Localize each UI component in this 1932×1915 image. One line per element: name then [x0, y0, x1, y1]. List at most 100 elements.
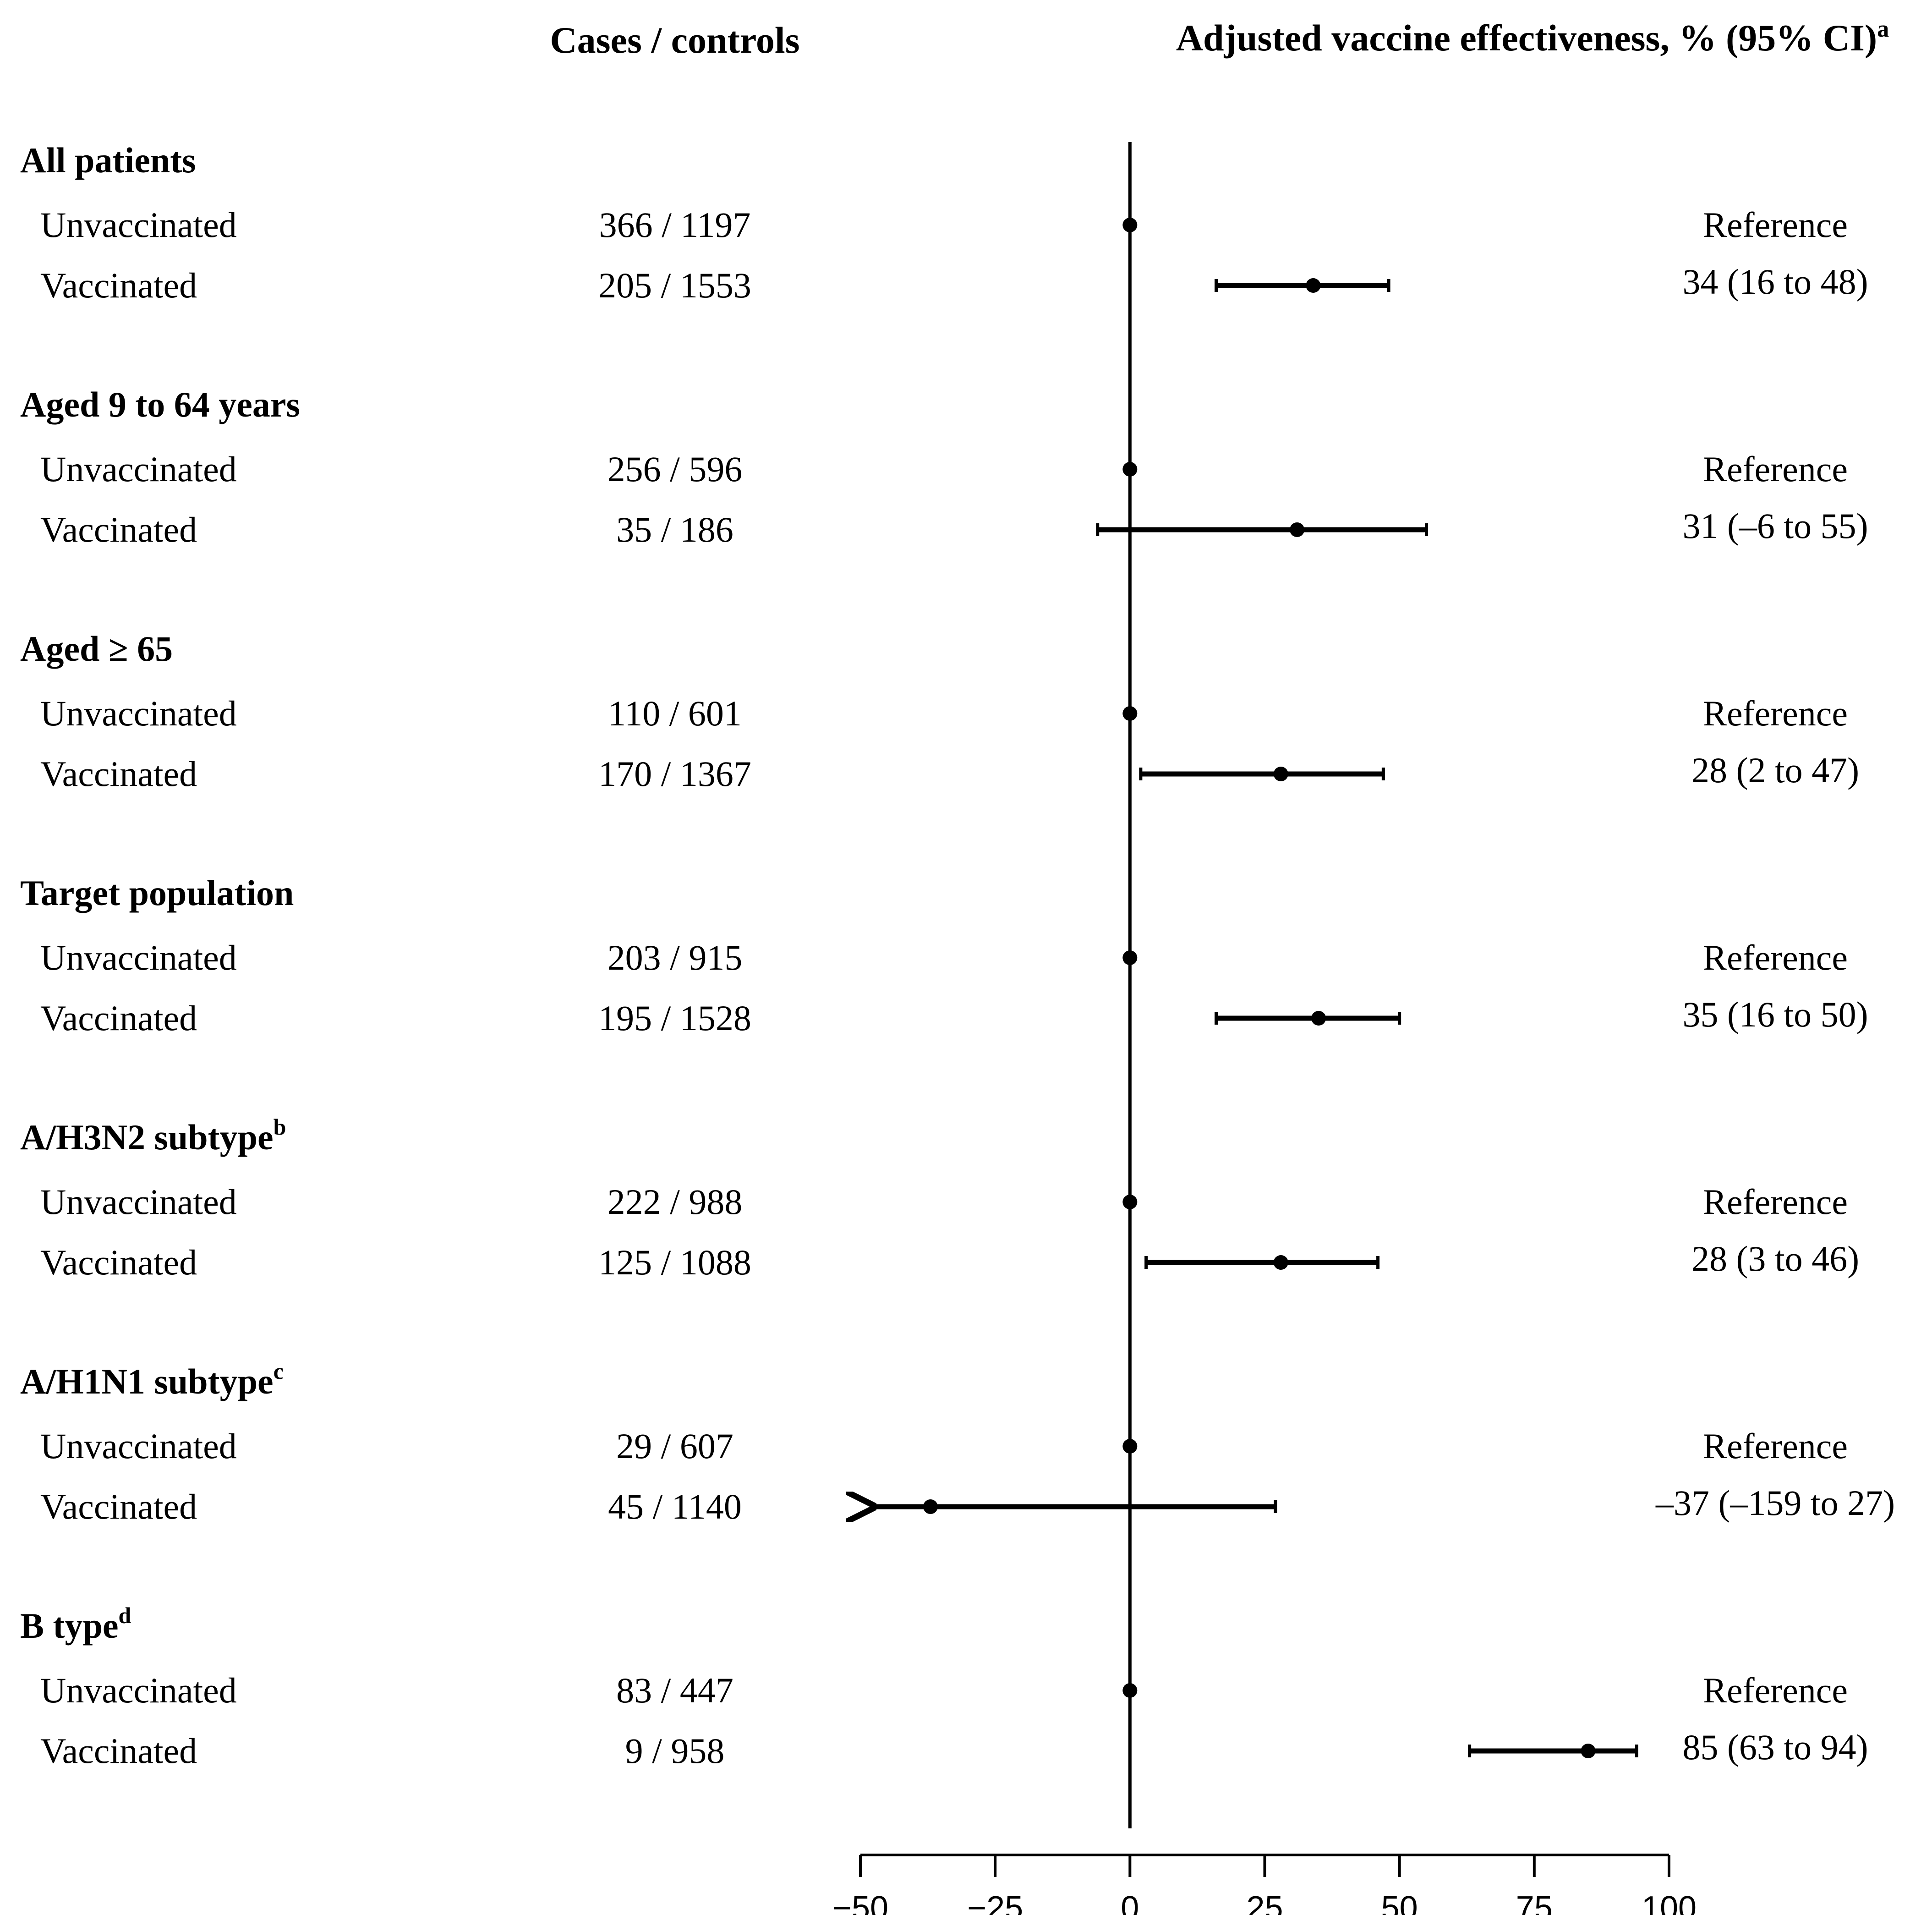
- effectiveness-value: Reference: [1703, 938, 1848, 977]
- cases-controls-value: 29 / 607: [616, 1426, 733, 1466]
- x-tick-label: 25: [1246, 1890, 1283, 1915]
- cases-controls-value: 125 / 1088: [598, 1242, 751, 1282]
- row-label: Vaccinated: [40, 1242, 197, 1282]
- effectiveness-value: Reference: [1703, 205, 1848, 245]
- row-label: Unvaccinated: [40, 1182, 237, 1222]
- counts-column-header: Cases / controls: [550, 19, 799, 61]
- subgroup: A/H1N1 subtypec Unvaccinated 29 / 607 Refer…: [20, 1358, 1895, 1526]
- point-estimate: [1122, 462, 1138, 477]
- forest-row: Unvaccinated 83 / 447 Reference: [40, 1670, 1848, 1710]
- subgroup-title-text: Aged ≥ 65: [20, 629, 173, 669]
- point-estimate: [1311, 1011, 1326, 1026]
- point-estimate: [1122, 218, 1138, 232]
- subgroup-title-text: Target population: [20, 873, 294, 913]
- point-estimate: [923, 1499, 938, 1514]
- point-estimate: [1273, 767, 1288, 781]
- point-estimate: [1290, 522, 1305, 537]
- forest-row: Unvaccinated 110 / 601 Reference: [40, 693, 1848, 733]
- subgroup-title: A/H1N1 subtypec: [20, 1358, 284, 1401]
- row-label: Vaccinated: [40, 998, 197, 1038]
- point-estimate: [1122, 950, 1138, 965]
- effect-header-text: Adjusted vaccine effectiveness, % (95% C…: [1176, 17, 1877, 59]
- subgroup-title-superscript: b: [274, 1114, 286, 1140]
- x-tick-label: −50: [832, 1890, 888, 1915]
- row-label: Unvaccinated: [40, 449, 237, 489]
- subgroup-title: A/H3N2 subtypeb: [20, 1114, 286, 1157]
- subgroup: All patients Unvaccinated 366 / 1197 Refere…: [20, 140, 1868, 305]
- effectiveness-value: Reference: [1703, 1182, 1848, 1222]
- subgroup: B typed Unvaccinated 83 / 447 Reference Vacc…: [20, 1602, 1868, 1771]
- forest-row: Unvaccinated 29 / 607 Reference: [40, 1426, 1848, 1466]
- forest-row: Vaccinated 195 / 1528 35 (16 to 50): [40, 994, 1868, 1038]
- x-axis: −50 −25 0 25 50 75 100: [832, 1854, 1697, 1915]
- row-label: Vaccinated: [40, 1487, 197, 1526]
- effectiveness-value: Reference: [1703, 693, 1848, 733]
- cases-controls-value: 366 / 1197: [599, 205, 751, 245]
- effectiveness-value: Reference: [1703, 449, 1848, 489]
- row-label: Unvaccinated: [40, 205, 237, 245]
- subgroup-title-text: A/H1N1 subtype: [20, 1361, 274, 1401]
- cases-controls-value: 203 / 915: [608, 938, 743, 977]
- effectiveness-value: Reference: [1703, 1670, 1848, 1710]
- subgroup-title-text: A/H3N2 subtype: [20, 1117, 274, 1157]
- forest-row: Vaccinated 170 / 1367 28 (2 to 47): [40, 750, 1859, 794]
- row-label: Unvaccinated: [40, 693, 237, 733]
- point-estimate: [1122, 1683, 1138, 1698]
- subgroup: Target population Unvaccinated 203 / 915 Re…: [20, 873, 1868, 1038]
- row-label: Unvaccinated: [40, 1670, 237, 1710]
- row-label: Unvaccinated: [40, 938, 237, 977]
- forest-row: Vaccinated 205 / 1553 34 (16 to 48): [40, 262, 1868, 305]
- subgroup-title-text: All patients: [20, 140, 196, 180]
- forest-row: Vaccinated 35 / 186 31 (–6 to 55): [40, 506, 1868, 549]
- subgroup-title: B typed: [20, 1602, 131, 1646]
- forest-rows: All patients Unvaccinated 366 / 1197 Refere…: [20, 140, 1895, 1771]
- x-tick-label: 50: [1381, 1890, 1418, 1915]
- cases-controls-value: 256 / 596: [608, 449, 743, 489]
- point-estimate: [1122, 706, 1138, 721]
- point-estimate: [1122, 1439, 1138, 1454]
- subgroup-title-superscript: d: [119, 1602, 131, 1628]
- subgroup: Aged ≥ 65 Unvaccinated 110 / 601 Reference V…: [20, 629, 1859, 794]
- effectiveness-value: Reference: [1703, 1426, 1848, 1466]
- x-tick-label: 0: [1121, 1890, 1139, 1915]
- row-label: Vaccinated: [40, 754, 197, 794]
- forest-row: Unvaccinated 256 / 596 Reference: [40, 449, 1848, 489]
- subgroup-title: Aged ≥ 65: [20, 629, 173, 669]
- forest-row: Unvaccinated 222 / 988 Reference: [40, 1182, 1848, 1222]
- subgroup: Aged 9 to 64 years Unvaccinated 256 / 596 R…: [20, 384, 1868, 549]
- cases-controls-value: 83 / 447: [616, 1670, 733, 1710]
- forest-row: Vaccinated 45 / 1140 –37 (–159 to 27): [40, 1483, 1895, 1526]
- effectiveness-value: 85 (63 to 94): [1682, 1727, 1868, 1767]
- subgroup: A/H3N2 subtypeb Unvaccinated 222 / 988 Refe…: [20, 1114, 1859, 1282]
- point-estimate: [1306, 278, 1321, 293]
- cases-controls-value: 205 / 1553: [598, 265, 751, 305]
- effectiveness-value: 31 (–6 to 55): [1682, 506, 1868, 546]
- point-estimate: [1273, 1255, 1288, 1270]
- subgroup-title-superscript: c: [274, 1358, 284, 1384]
- forest-row: Unvaccinated 366 / 1197 Reference: [40, 205, 1848, 245]
- cases-controls-value: 35 / 186: [616, 510, 733, 549]
- effectiveness-value: 28 (3 to 46): [1691, 1239, 1859, 1278]
- effectiveness-value: 35 (16 to 50): [1682, 994, 1868, 1034]
- subgroup-title: Target population: [20, 873, 294, 913]
- x-tick-label: 75: [1516, 1890, 1553, 1915]
- subgroup-title-text: Aged 9 to 64 years: [20, 384, 300, 424]
- forest-row: Unvaccinated 203 / 915 Reference: [40, 938, 1848, 977]
- row-label: Vaccinated: [40, 510, 197, 549]
- cases-controls-value: 195 / 1528: [598, 998, 751, 1038]
- subgroup-title: Aged 9 to 64 years: [20, 384, 300, 424]
- cases-controls-value: 222 / 988: [608, 1182, 743, 1222]
- cases-controls-value: 170 / 1367: [598, 754, 751, 794]
- point-estimate: [1122, 1195, 1138, 1209]
- cases-controls-value: 45 / 1140: [608, 1487, 742, 1526]
- effectiveness-value: 28 (2 to 47): [1691, 750, 1859, 790]
- subgroup-title-text: B type: [20, 1606, 119, 1646]
- row-label: Vaccinated: [40, 265, 197, 305]
- x-tick-label: 100: [1642, 1890, 1697, 1915]
- forest-row: Vaccinated 125 / 1088 28 (3 to 46): [40, 1239, 1859, 1282]
- cases-controls-value: 9 / 958: [625, 1731, 725, 1771]
- effectiveness-value: –37 (–159 to 27): [1655, 1483, 1895, 1523]
- subgroup-title: All patients: [20, 140, 196, 180]
- x-tick-label: −25: [967, 1890, 1023, 1915]
